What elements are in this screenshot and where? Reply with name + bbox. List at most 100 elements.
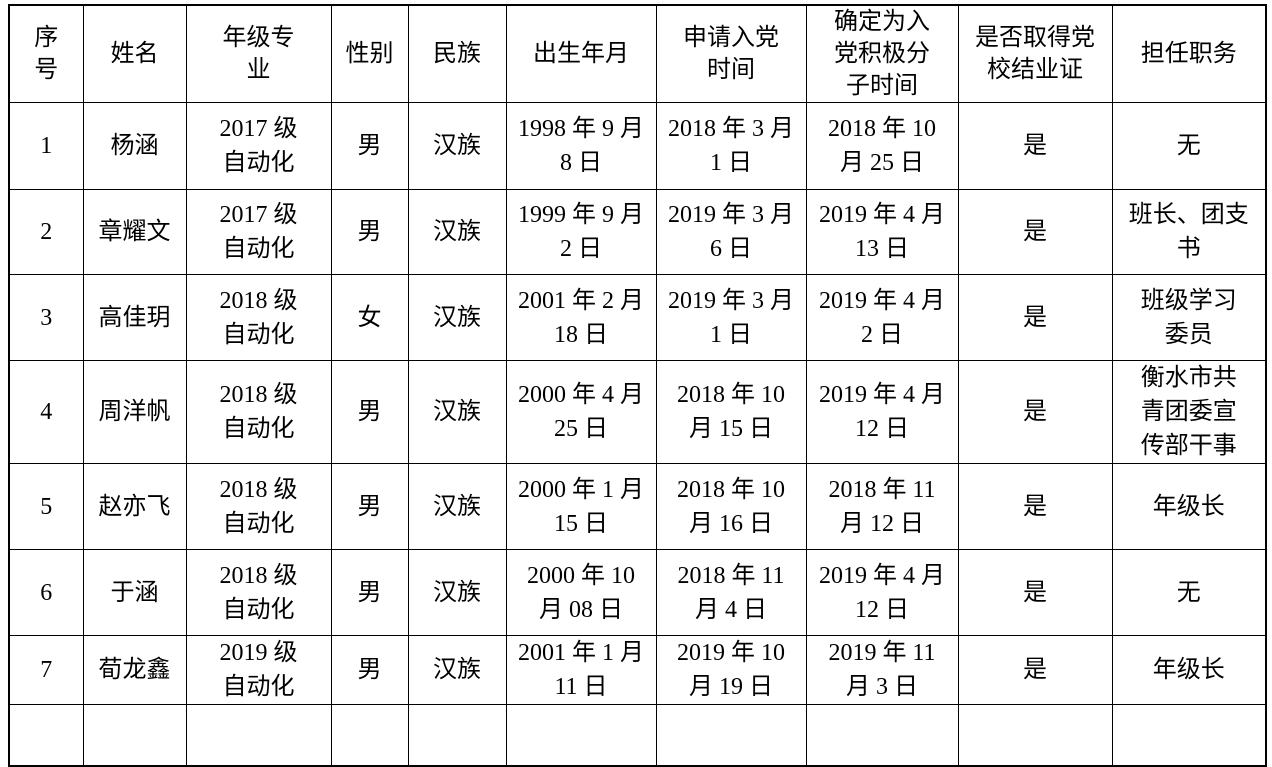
column-header: 年级专 业 <box>185 4 332 103</box>
table-cell: 2001 年 2 月 18 日 <box>505 274 657 361</box>
table-cell: 2018 年 10 月 25 日 <box>805 102 959 190</box>
table-cell: 是 <box>957 635 1113 705</box>
table-cell: 汉族 <box>407 102 507 190</box>
table-cell: 章耀文 <box>82 189 187 275</box>
table-cell: 2017 级 自动化 <box>185 189 332 275</box>
table-row: 3 高佳玥 2018 级 自动化女汉族 2001 年 2 月 18 日 2019 年 3… <box>8 274 1267 361</box>
table-cell <box>8 704 84 767</box>
table-cell <box>505 704 657 767</box>
table-row: 5 赵亦飞 2018 级 自动化男汉族 2000 年 1 月 15 日 2018 年 1… <box>8 463 1267 550</box>
table-cell: 2019 年 10 月 19 日 <box>655 635 807 705</box>
party-activist-roster-table: 序 号姓名 年级专 业性别 民族 出生年月 申请入党 时间 确定为入 党积极分 子时间 是否… <box>8 4 1267 767</box>
table-cell: 女 <box>330 274 409 361</box>
table-cell: 2018 级 自动化 <box>185 274 332 361</box>
table-cell: 年级长 <box>1111 463 1267 550</box>
table-cell: 4 <box>8 360 84 464</box>
table-cell: 2018 年 11 月 12 日 <box>805 463 959 550</box>
table-cell: 男 <box>330 463 409 550</box>
document-page: 序 号姓名 年级专 业性别 民族 出生年月 申请入党 时间 确定为入 党积极分 子时间 是否… <box>0 4 1272 767</box>
table-cell: 2018 级 自动化 <box>185 549 332 636</box>
table-cell: 2000 年 4 月 25 日 <box>505 360 657 464</box>
table-cell: 汉族 <box>407 360 507 464</box>
table-cell <box>1111 704 1267 767</box>
table-cell <box>805 704 959 767</box>
table-cell: 2019 年 4 月 12 日 <box>805 360 959 464</box>
table-cell: 2000 年 10 月 08 日 <box>505 549 657 636</box>
table-cell: 无 <box>1111 102 1267 190</box>
table-cell: 2019 级 自动化 <box>185 635 332 705</box>
table-cell <box>185 704 332 767</box>
table-cell: 2018 年 10 月 15 日 <box>655 360 807 464</box>
table-cell <box>82 704 187 767</box>
table-cell: 是 <box>957 102 1113 190</box>
table-cell: 男 <box>330 189 409 275</box>
table-row: 7 荀龙鑫 2019 级 自动化男汉族 2001 年 1 月 11 日 2019 年 1… <box>8 635 1267 705</box>
table-cell: 2019 年 4 月 2 日 <box>805 274 959 361</box>
table-cell: 汉族 <box>407 635 507 705</box>
table-cell <box>655 704 807 767</box>
table-cell: 周洋帆 <box>82 360 187 464</box>
table-cell: 2019 年 3 月 1 日 <box>655 274 807 361</box>
table-cell: 男 <box>330 549 409 636</box>
table-cell: 是 <box>957 274 1113 361</box>
table-cell: 男 <box>330 102 409 190</box>
column-header: 序 号 <box>8 4 84 103</box>
table-cell: 高佳玥 <box>82 274 187 361</box>
table-cell <box>407 704 507 767</box>
table-cell: 2019 年 4 月 13 日 <box>805 189 959 275</box>
table-cell: 男 <box>330 635 409 705</box>
table-cell: 2019 年 4 月 12 日 <box>805 549 959 636</box>
table-cell: 2018 级 自动化 <box>185 463 332 550</box>
table-cell: 赵亦飞 <box>82 463 187 550</box>
table-cell: 2019 年 11 月 3 日 <box>805 635 959 705</box>
table-cell: 汉族 <box>407 463 507 550</box>
table-cell: 2001 年 1 月 11 日 <box>505 635 657 705</box>
column-header: 出生年月 <box>505 4 657 103</box>
table-cell: 是 <box>957 549 1113 636</box>
table-cell <box>330 704 409 767</box>
table-body: 1 杨涵 2017 级 自动化男汉族 1998 年 9 月 8 日 2018 年 3 月… <box>8 102 1267 767</box>
column-header: 担任职务 <box>1111 4 1267 103</box>
table-cell: 汉族 <box>407 549 507 636</box>
table-cell: 2019 年 3 月 6 日 <box>655 189 807 275</box>
column-header: 性别 <box>330 4 409 103</box>
table-cell: 2017 级 自动化 <box>185 102 332 190</box>
table-cell: 汉族 <box>407 189 507 275</box>
table-row: 4 周洋帆 2018 级 自动化男汉族 2000 年 4 月 25 日 2018 年 1… <box>8 360 1267 464</box>
column-header: 姓名 <box>82 4 187 103</box>
table-cell <box>957 704 1113 767</box>
table-cell: 班长、团支 书 <box>1111 189 1267 275</box>
table-cell: 6 <box>8 549 84 636</box>
table-row: 6 于涵 2018 级 自动化男汉族 2000 年 10 月 08 日 2018 年 1… <box>8 549 1267 636</box>
column-header: 申请入党 时间 <box>655 4 807 103</box>
table-cell: 无 <box>1111 549 1267 636</box>
table-cell: 2018 级 自动化 <box>185 360 332 464</box>
table-cell: 男 <box>330 360 409 464</box>
table-cell: 3 <box>8 274 84 361</box>
table-cell: 于涵 <box>82 549 187 636</box>
column-header: 民族 <box>407 4 507 103</box>
table-cell: 7 <box>8 635 84 705</box>
table-cell: 年级长 <box>1111 635 1267 705</box>
table-cell: 荀龙鑫 <box>82 635 187 705</box>
table-cell: 班级学习 委员 <box>1111 274 1267 361</box>
column-header: 确定为入 党积极分 子时间 <box>805 4 959 103</box>
header-row: 序 号姓名 年级专 业性别 民族 出生年月 申请入党 时间 确定为入 党积极分 子时间 是否… <box>8 4 1267 103</box>
table-row <box>8 704 1267 767</box>
table-cell: 2018 年 3 月 1 日 <box>655 102 807 190</box>
table-cell: 1998 年 9 月 8 日 <box>505 102 657 190</box>
table-row: 1 杨涵 2017 级 自动化男汉族 1998 年 9 月 8 日 2018 年 3 月… <box>8 102 1267 190</box>
table-row: 2 章耀文 2017 级 自动化男汉族 1999 年 9 月 2 日 2019 年 3 … <box>8 189 1267 275</box>
table-cell: 衡水市共 青团委宣 传部干事 <box>1111 360 1267 464</box>
table-cell: 2018 年 11 月 4 日 <box>655 549 807 636</box>
table-cell: 是 <box>957 360 1113 464</box>
table-cell: 2018 年 10 月 16 日 <box>655 463 807 550</box>
table-cell: 1 <box>8 102 84 190</box>
table-cell: 是 <box>957 189 1113 275</box>
table-cell: 汉族 <box>407 274 507 361</box>
table-cell: 1999 年 9 月 2 日 <box>505 189 657 275</box>
column-header: 是否取得党 校结业证 <box>957 4 1113 103</box>
table-header: 序 号姓名 年级专 业性别 民族 出生年月 申请入党 时间 确定为入 党积极分 子时间 是否… <box>8 4 1267 103</box>
table-cell: 2 <box>8 189 84 275</box>
table-cell: 杨涵 <box>82 102 187 190</box>
